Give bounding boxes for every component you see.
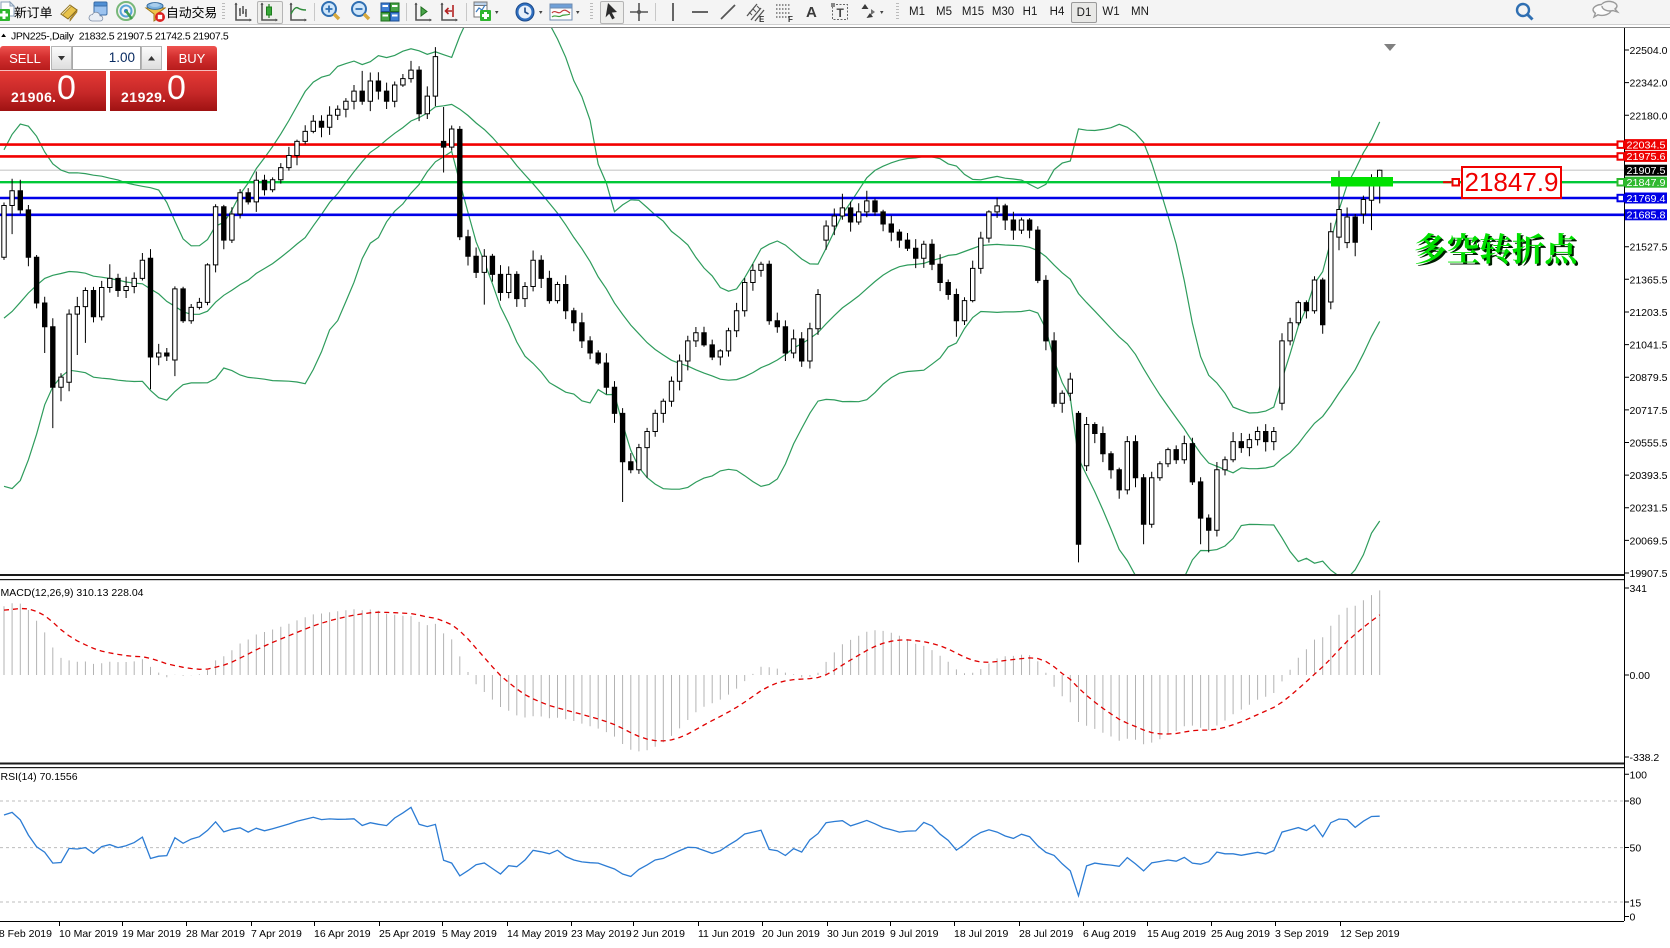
svg-text:0: 0 [1630,912,1636,924]
svg-text:30 Jun 2019: 30 Jun 2019 [827,928,885,940]
svg-text:21685.8: 21685.8 [1627,210,1666,222]
svg-text:3 Sep 2019: 3 Sep 2019 [1275,928,1329,940]
svg-text:21527.5: 21527.5 [1630,242,1668,254]
svg-text:E: E [759,15,765,24]
svg-text:12 Sep 2019: 12 Sep 2019 [1340,928,1400,940]
svg-text:21203.5: 21203.5 [1630,307,1668,319]
svg-text:2 Jun 2019: 2 Jun 2019 [633,928,685,940]
svg-text:7 Apr 2019: 7 Apr 2019 [251,928,302,940]
svg-text:21847.9: 21847.9 [1627,177,1666,189]
svg-text:50: 50 [1630,842,1642,854]
svg-text:-338.2: -338.2 [1630,752,1660,764]
svg-text:20879.5: 20879.5 [1630,372,1668,384]
svg-text:18 Jul 2019: 18 Jul 2019 [954,928,1008,940]
svg-text:22180.0: 22180.0 [1630,110,1668,122]
svg-text:10 Mar 2019: 10 Mar 2019 [59,928,118,940]
svg-text:80: 80 [1630,796,1642,808]
svg-text:RSI(14) 70.1556: RSI(14) 70.1556 [1,771,78,783]
svg-text:5 May 2019: 5 May 2019 [442,928,497,940]
svg-text:28 Feb 2019: 28 Feb 2019 [0,928,52,940]
svg-text:20393.5: 20393.5 [1630,470,1668,482]
svg-text:15: 15 [1630,897,1642,909]
svg-text:F: F [788,15,793,24]
svg-text:21907.5: 21907.5 [1627,165,1666,177]
svg-text:23 May 2019: 23 May 2019 [571,928,632,940]
svg-text:JPN225-,Daily 21832.5 21907.5: JPN225-,Daily 21832.5 21907.5 21742.5 21… [11,31,229,43]
svg-text:MACD(12,26,9) 310.13 228.04: MACD(12,26,9) 310.13 228.04 [1,587,144,599]
svg-text:22342.0: 22342.0 [1630,78,1668,90]
svg-text:9 Jul 2019: 9 Jul 2019 [890,928,939,940]
svg-text:20555.5: 20555.5 [1630,438,1668,450]
svg-text:20069.5: 20069.5 [1630,535,1668,547]
svg-text:28 Mar 2019: 28 Mar 2019 [186,928,245,940]
svg-text:25 Aug 2019: 25 Aug 2019 [1211,928,1270,940]
svg-text:0.00: 0.00 [1630,670,1651,682]
svg-text:20717.5: 20717.5 [1630,405,1668,417]
svg-text:21975.6: 21975.6 [1627,151,1666,163]
svg-text:11 Jun 2019: 11 Jun 2019 [698,928,755,940]
svg-text:19907.5: 19907.5 [1630,568,1668,580]
svg-text:T: T [837,6,845,20]
svg-text:20231.5: 20231.5 [1630,503,1668,515]
svg-text:21041.5: 21041.5 [1630,340,1668,352]
svg-text:19 Mar 2019: 19 Mar 2019 [122,928,181,940]
svg-text:20 Jun 2019: 20 Jun 2019 [762,928,820,940]
svg-text:15 Aug 2019: 15 Aug 2019 [1147,928,1206,940]
svg-text:22034.5: 22034.5 [1627,139,1666,151]
svg-text:22504.0: 22504.0 [1630,45,1668,57]
svg-text:341: 341 [1630,583,1648,595]
svg-text:28 Jul 2019: 28 Jul 2019 [1019,928,1073,940]
svg-text:16 Apr 2019: 16 Apr 2019 [314,928,371,940]
svg-text:21769.4: 21769.4 [1627,193,1666,205]
svg-text:6 Aug 2019: 6 Aug 2019 [1083,928,1136,940]
svg-text:14 May 2019: 14 May 2019 [507,928,568,940]
svg-text:25 Apr 2019: 25 Apr 2019 [379,928,436,940]
svg-text:21365.5: 21365.5 [1630,274,1668,286]
svg-text:100: 100 [1630,769,1648,781]
